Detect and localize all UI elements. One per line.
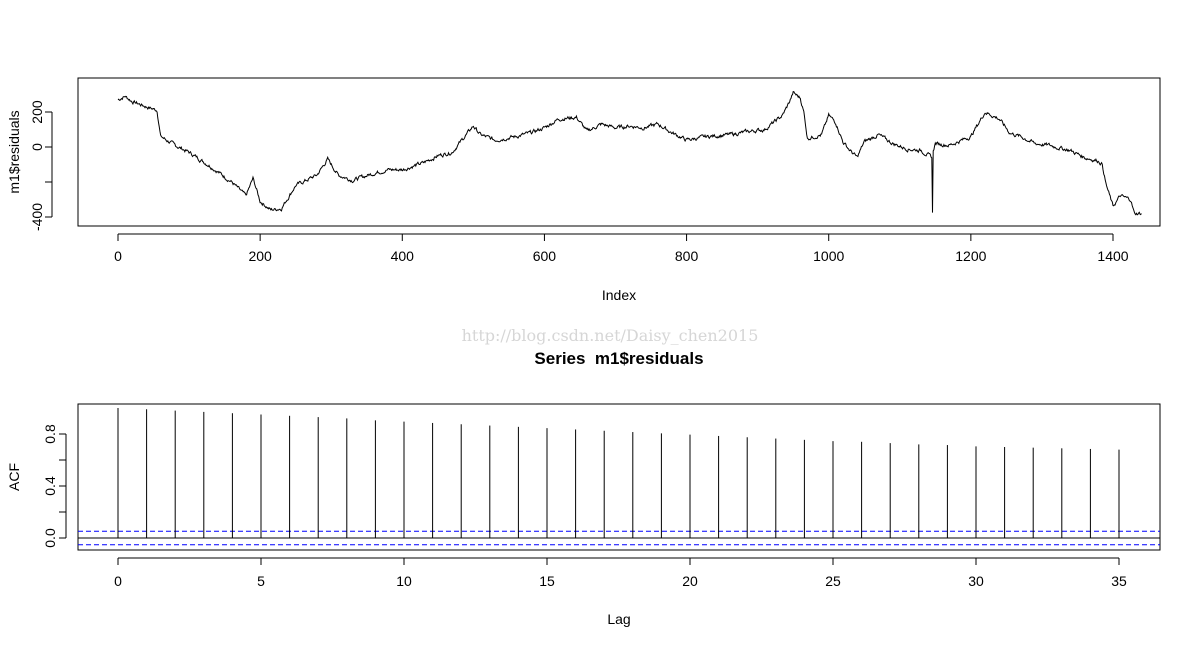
- residuals-line-chart: -400 0 200 0 200 400 600 800 1000 1200 1400 Index…: [6, 77, 1161, 303]
- y-tick-label: 0: [29, 143, 45, 151]
- x-tick-label: 200: [248, 248, 272, 264]
- y-axis-title-acf: ACF: [6, 463, 22, 491]
- plot-frame-residuals: [77, 77, 1161, 227]
- x-tick-label: 20: [682, 573, 698, 589]
- y-axis-residuals: -400 0 200: [29, 100, 53, 231]
- x-tick-label: 1400: [1097, 248, 1128, 264]
- x-tick-label: 0: [114, 573, 122, 589]
- y-tick-label: 0.8: [42, 424, 58, 444]
- x-tick-label: 0: [114, 248, 122, 264]
- x-tick-label: 1200: [955, 248, 986, 264]
- x-tick-label: 5: [257, 573, 265, 589]
- x-axis-lag: 0 5 10 15 20 25 30 35: [114, 557, 1127, 589]
- watermark-text: http://blog.csdn.net/Daisy_chen2015: [462, 326, 759, 345]
- acf-chart-title: Series m1$residuals: [534, 349, 703, 368]
- y-axis-acf: 0.0 0.4 0.8: [42, 424, 67, 548]
- x-tick-label: 600: [533, 248, 557, 264]
- series-line-residuals: [117, 91, 1142, 216]
- y-tick-label: -400: [29, 203, 45, 231]
- x-tick-label: 35: [1111, 573, 1127, 589]
- x-tick-label: 800: [675, 248, 699, 264]
- x-axis-title-index: Index: [602, 287, 636, 303]
- x-tick-label: 30: [968, 573, 984, 589]
- y-tick-label: 0.4: [42, 476, 58, 496]
- plot-frame-acf: [77, 403, 1161, 551]
- x-tick-label: 1000: [813, 248, 844, 264]
- x-axis-index: 0 200 400 600 800 1000 1200 1400: [114, 233, 1129, 264]
- acf-bar-chart: Series m1$residuals 0.0 0.4 0.8 0 5 10 15 20 25…: [6, 349, 1161, 627]
- x-axis-title-lag: Lag: [607, 611, 630, 627]
- x-tick-label: 25: [825, 573, 841, 589]
- y-tick-label: 200: [29, 100, 45, 124]
- x-tick-label: 400: [391, 248, 415, 264]
- x-tick-label: 15: [539, 573, 555, 589]
- acf-bars: [78, 408, 1160, 546]
- x-tick-label: 10: [396, 573, 412, 589]
- y-tick-label: 0.0: [42, 528, 58, 548]
- y-axis-title-residuals: m1$residuals: [6, 110, 22, 193]
